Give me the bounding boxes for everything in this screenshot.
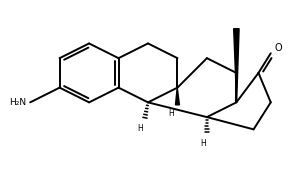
Polygon shape [176, 88, 179, 105]
Text: H₂N: H₂N [9, 98, 26, 107]
Text: O: O [274, 43, 282, 53]
Polygon shape [234, 29, 239, 102]
Text: H: H [137, 124, 143, 133]
Text: H: H [201, 139, 206, 148]
Text: H: H [168, 108, 174, 117]
